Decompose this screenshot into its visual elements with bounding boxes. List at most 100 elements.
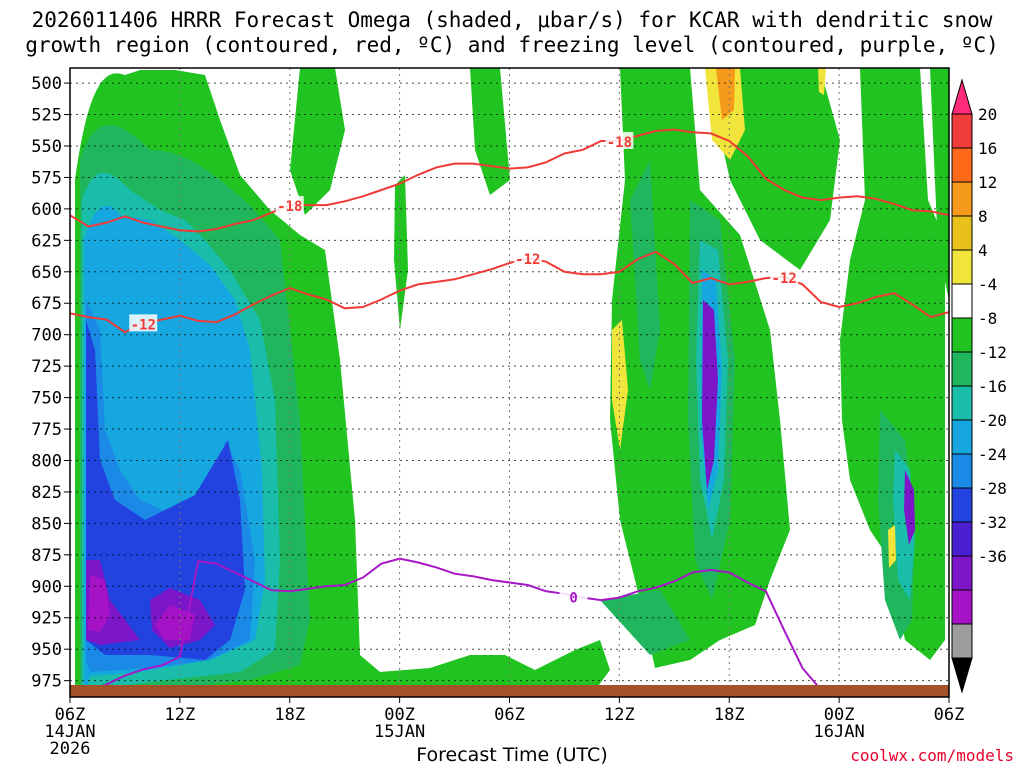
colorbar-label-2: 12 [978, 173, 997, 192]
grid-lines [70, 68, 949, 697]
x-tick-year-0: 2026 [50, 739, 91, 759]
contour-label-12-a: -12 [131, 317, 156, 333]
y-tick-label-700: 700 [31, 326, 62, 346]
colorbar-swatch-8 [951, 351, 973, 387]
x-tick-label-24: 06Z [494, 705, 525, 725]
omega-region-5 [840, 68, 945, 660]
x-tick-label-30: 12Z [604, 705, 635, 725]
contour-label-freezing-bg [559, 587, 588, 605]
y-tick-label-750: 750 [31, 389, 62, 409]
y-tick-label-950: 950 [31, 640, 62, 660]
y-tick-label-825: 825 [31, 483, 62, 503]
omega-region-28 [612, 320, 628, 450]
y-tick-label-500: 500 [31, 74, 62, 94]
contour-label-freezing: 0 [569, 590, 577, 606]
contour-freezing-level [87, 557, 822, 692]
contour-label-12-b: -12 [515, 252, 540, 268]
colorbar-label-12: -32 [978, 513, 1007, 532]
colorbar-swatch-5 [951, 249, 973, 285]
omega-region-6 [930, 68, 949, 300]
colorbar-swatch-3 [951, 181, 973, 217]
omega-region-22 [88, 575, 110, 632]
x-tick-date-42: 16JAN [814, 722, 865, 742]
x-tick-label-12: 18Z [274, 705, 305, 725]
omega-region-9 [630, 160, 660, 390]
omega-region-2 [470, 68, 510, 195]
colorbar-swatch-16 [951, 623, 973, 659]
contour-label-18-a-bg [275, 196, 304, 214]
y-axis: 500 525 550 575 600 625 650 675 700 725 750 775 800 8… [31, 74, 70, 692]
contour-label-18-b-bg [605, 131, 634, 149]
colorbar-label-4: 4 [978, 241, 988, 260]
credit-link[interactable]: coolwx.com/models [850, 746, 1014, 765]
colorbar-label-6: -8 [978, 309, 997, 328]
omega-region-1 [290, 68, 345, 215]
x-tick-label-18: 00Z [384, 705, 415, 725]
y-tick-label-875: 875 [31, 546, 62, 566]
chart-title-line1: 2026011406 HRRR Forecast Omega (shaded, … [31, 8, 993, 32]
colorbar-label-8: -16 [978, 377, 1007, 396]
omega-region-19 [86, 320, 245, 660]
terrain [70, 685, 949, 697]
x-axis-label: Forecast Time (UTC) [416, 744, 608, 766]
omega-region-12 [600, 590, 690, 655]
chart-title: 2026011406 HRRR Forecast Omega (shaded, … [0, 8, 1024, 58]
omega-region-25 [904, 470, 915, 545]
colorbar-label-11: -28 [978, 479, 1007, 498]
omega-region-29 [888, 525, 896, 568]
colorbar-swatch-2 [951, 147, 973, 183]
contour-label-12-b-bg [513, 248, 542, 266]
x-tick-label-0: 06Z [55, 705, 86, 725]
y-tick-label-850: 850 [31, 514, 62, 534]
y-tick-label-925: 925 [31, 609, 62, 629]
colorbar-swatch-14 [951, 555, 973, 591]
y-tick-label-675: 675 [31, 294, 62, 314]
colorbar-swatch-4 [951, 215, 973, 251]
omega-region-27 [716, 68, 735, 120]
contour-lines: -18 -18 -12 -12 -12 0 [70, 128, 949, 692]
contour-label-12-a-bg [129, 314, 158, 332]
colorbar-swatch-1 [951, 113, 973, 149]
y-tick-label-600: 600 [31, 200, 62, 220]
colorbar-swatch-6 [951, 283, 973, 319]
x-tick-label-36: 18Z [714, 705, 745, 725]
contour-label-18-a: -18 [277, 199, 302, 215]
y-tick-label-900: 900 [31, 577, 62, 597]
colorbar-cap-bottom [951, 657, 973, 694]
x-tick-label-6: 12Z [165, 705, 196, 725]
contour-label-12-c-bg [770, 267, 799, 285]
y-tick-label-550: 550 [31, 137, 62, 157]
colorbar-label-0: 20 [978, 105, 997, 124]
contour-dgz-1 [70, 250, 949, 334]
contour-label-18-b: -18 [607, 135, 632, 151]
y-tick-label-525: 525 [31, 106, 62, 126]
y-tick-label-775: 775 [31, 420, 62, 440]
y-tick-label-975: 975 [31, 672, 62, 692]
colorbar-label-13: -36 [978, 547, 1007, 566]
colorbar-swatch-13 [951, 521, 973, 557]
colorbar-label-7: -12 [978, 343, 1007, 362]
colorbar-swatch-7 [951, 317, 973, 353]
x-tick-date-0: 14JAN [44, 722, 95, 742]
y-tick-label-575: 575 [31, 168, 62, 188]
x-tick-label-42: 00Z [824, 705, 855, 725]
colorbar-label-10: -24 [978, 445, 1007, 464]
contour-dgz-0 [70, 128, 949, 233]
x-tick-label-48: 06Z [934, 705, 965, 725]
omega-region-30 [818, 68, 826, 95]
colorbar: 20 16 12 8 4 -4 -8 -12 -16 -20 -24 -28 -32 -36 [951, 78, 1007, 694]
colorbar-cap-top [951, 78, 973, 115]
colorbar-swatch-10 [951, 419, 973, 455]
colorbar-swatch-15 [951, 589, 973, 625]
colorbar-label-3: 8 [978, 207, 988, 226]
y-tick-label-650: 650 [31, 263, 62, 283]
contour-label-12-c: -12 [772, 271, 797, 287]
y-tick-label-625: 625 [31, 231, 62, 251]
chart-title-line2: growth region (contoured, red, ºC) and f… [25, 33, 999, 57]
colorbar-swatch-9 [951, 385, 973, 421]
colorbar-swatch-12 [951, 487, 973, 523]
colorbar-swatch-11 [951, 453, 973, 489]
y-tick-label-800: 800 [31, 451, 62, 471]
